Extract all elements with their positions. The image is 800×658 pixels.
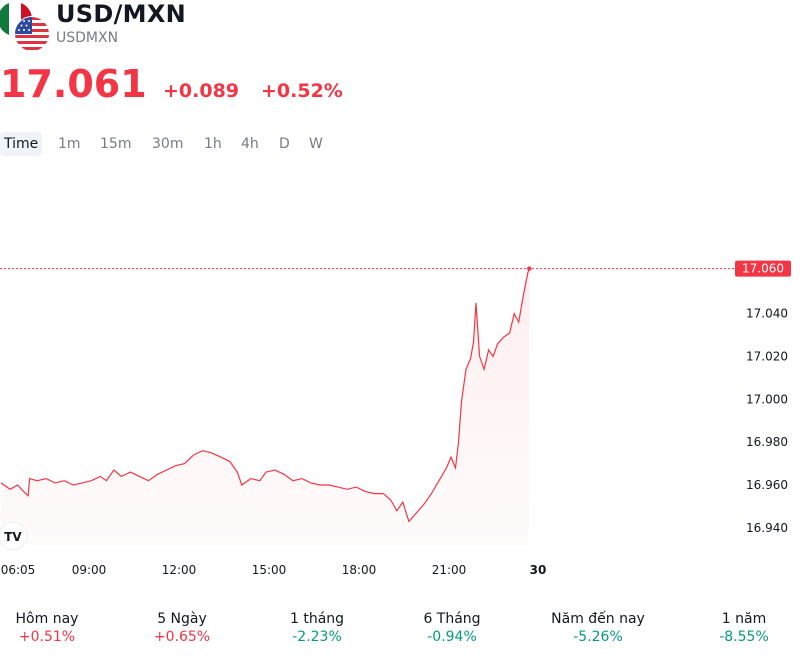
performance-label: Năm đến nay [551, 611, 645, 627]
performance-ytd[interactable]: Năm đến nay -5.26% [538, 610, 658, 646]
performance-summary: Hôm nay +0.51% 5 Ngày +0.65% 1 tháng -2.… [0, 610, 800, 650]
symbol-ticker: USDMXN [56, 30, 119, 46]
price-area-fill [1, 268, 530, 545]
y-tick-label: 17.020 [746, 349, 788, 363]
y-tick-label: 17.040 [746, 307, 788, 321]
x-tick-label: 30 [530, 563, 547, 577]
x-tick-label: 18:00 [342, 563, 377, 577]
price-chart[interactable]: 17.060 17.040 17.020 17.000 16.980 16.96… [0, 185, 800, 585]
price-change-percent: +0.52% [261, 80, 343, 102]
tradingview-logo-icon[interactable]: TV [0, 521, 28, 551]
performance-value: +0.51% [18, 629, 76, 645]
performance-value: +0.65% [153, 629, 211, 645]
price-change: +0.089 [163, 80, 240, 102]
x-tick-label: 06:05 [1, 563, 36, 577]
performance-label: 1 tháng [289, 611, 345, 627]
performance-today[interactable]: Hôm nay +0.51% [0, 610, 107, 646]
y-tick-label: 16.960 [746, 478, 788, 492]
performance-value: -5.26% [573, 629, 623, 645]
symbol-header: USD/MXN USDMXN [0, 0, 800, 60]
last-price-badge [735, 260, 791, 277]
performance-value: -2.23% [292, 629, 342, 645]
price-series-line [0, 268, 530, 523]
last-price: 17.061 [0, 62, 147, 106]
y-axis: 17.040 17.020 17.000 16.980 16.960 16.94… [746, 307, 788, 535]
x-tick-label: 21:00 [432, 563, 467, 577]
tab-d[interactable]: D [279, 136, 290, 152]
tab-15m[interactable]: 15m [100, 136, 132, 152]
last-price-dot [527, 266, 532, 271]
tab-4h[interactable]: 4h [241, 136, 259, 152]
performance-value: -0.94% [427, 629, 477, 645]
tab-time[interactable]: Time [0, 132, 43, 156]
y-tick-label: 16.980 [746, 435, 788, 449]
performance-label: 5 Ngày [157, 611, 207, 627]
x-tick-label: 12:00 [162, 563, 197, 577]
performance-1-month[interactable]: 1 tháng -2.23% [257, 610, 377, 646]
performance-label: 1 năm [721, 611, 767, 627]
tab-1h[interactable]: 1h [204, 136, 222, 152]
performance-label: Hôm nay [15, 611, 79, 627]
x-tick-label: 15:00 [252, 563, 287, 577]
performance-value: -8.55% [719, 629, 769, 645]
currency-pair-flags [0, 2, 50, 52]
svg-text:TV: TV [4, 530, 22, 544]
x-axis: 06:05 09:00 12:00 15:00 18:00 21:00 30 [1, 563, 547, 577]
tab-w[interactable]: W [309, 136, 323, 152]
tab-30m[interactable]: 30m [152, 136, 184, 152]
performance-1-year[interactable]: 1 năm -8.55% [684, 610, 800, 646]
y-tick-label: 17.000 [746, 392, 788, 406]
x-tick-label: 09:00 [72, 563, 107, 577]
tab-1m[interactable]: 1m [58, 136, 81, 152]
performance-5-days[interactable]: 5 Ngày +0.65% [122, 610, 242, 646]
performance-label: 6 Tháng [423, 611, 481, 627]
united-states-flag-icon [14, 16, 50, 52]
y-tick-label: 16.940 [746, 521, 788, 535]
performance-6-months[interactable]: 6 Tháng -0.94% [392, 610, 512, 646]
symbol-title: USD/MXN [56, 0, 187, 28]
last-price-badge-label: 17.060 [742, 262, 784, 276]
